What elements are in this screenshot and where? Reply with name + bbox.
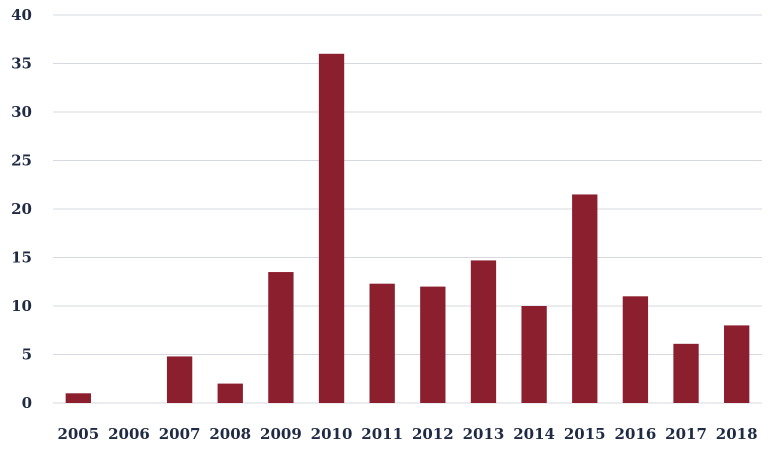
bar-2013 (470, 260, 497, 403)
bar-2012 (420, 286, 446, 403)
y-tick-label: 5 (22, 346, 32, 364)
x-tick-label: 2017 (665, 425, 707, 443)
x-tick-label: 2010 (311, 425, 353, 443)
bars (65, 53, 750, 404)
y-tick-label: 40 (11, 6, 32, 24)
bar-2010 (318, 53, 345, 404)
x-tick-label: 2006 (108, 425, 150, 443)
x-tick-label: 2013 (463, 425, 505, 443)
y-tick-label: 25 (11, 152, 32, 170)
x-tick-label: 2016 (615, 425, 657, 443)
bar-2015 (572, 194, 598, 403)
y-axis-tick-labels: 0 5 10 15 20 25 30 35 40 (11, 6, 32, 412)
y-tick-label: 15 (11, 249, 32, 267)
x-tick-label: 2014 (513, 425, 555, 443)
y-tick-label: 35 (11, 55, 32, 73)
x-tick-label: 2009 (260, 425, 302, 443)
bar-2007 (166, 356, 193, 403)
x-axis-tick-labels: 2005 2006 2007 2008 2009 2010 2011 2012 2013 2014… (57, 425, 757, 443)
x-tick-label: 2012 (412, 425, 454, 443)
y-tick-label: 10 (11, 297, 32, 315)
x-tick-label: 2008 (209, 425, 251, 443)
bar-2014 (521, 306, 547, 403)
y-tick-label: 0 (22, 394, 32, 412)
bar-2016 (622, 296, 649, 403)
x-tick-label: 2018 (716, 425, 758, 443)
y-gridlines (53, 14, 762, 404)
y-tick-label: 20 (11, 200, 32, 218)
x-tick-label: 2005 (57, 425, 99, 443)
x-tick-label: 2015 (564, 425, 606, 443)
x-tick-label: 2011 (361, 425, 403, 443)
y-tick-label: 30 (11, 103, 32, 121)
bar-2009 (268, 272, 294, 403)
bar-2005 (65, 393, 91, 403)
x-tick-label: 2007 (159, 425, 201, 443)
bar-2017 (673, 343, 699, 403)
bar-2018 (724, 325, 750, 403)
bar-2011 (369, 283, 395, 403)
bar-2008 (217, 383, 243, 403)
